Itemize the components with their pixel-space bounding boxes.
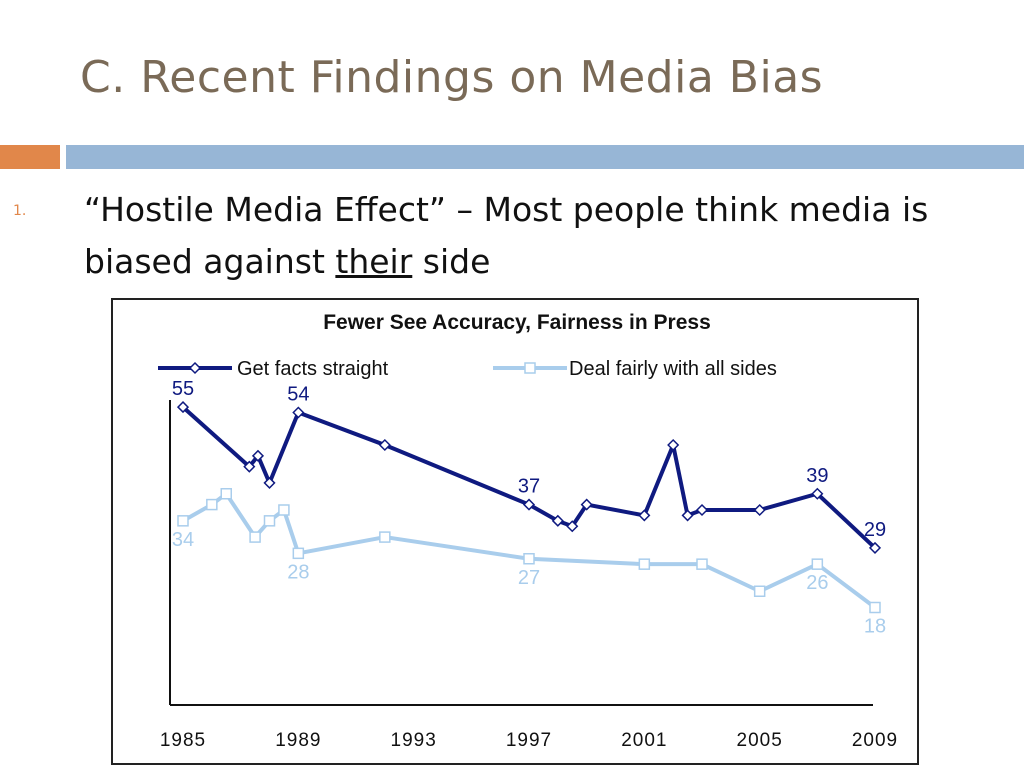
x-tick-label-1989: 1989 — [275, 730, 321, 751]
chart-title: Fewer See Accuracy, Fairness in Press — [323, 311, 711, 334]
bullet-text-part2: side — [412, 242, 491, 281]
bullet-text-emphasis: their — [335, 242, 413, 281]
legend-label-1: Deal fairly with all sides — [569, 358, 777, 380]
data-label-6: 28 — [287, 561, 309, 583]
series-1-point-5 — [278, 504, 290, 516]
series-line-1 — [182, 491, 877, 610]
x-tick-label-2005: 2005 — [737, 730, 783, 751]
series-0-point-0 — [176, 401, 190, 414]
series-0-point-4 — [292, 406, 305, 419]
data-label-3: 39 — [806, 465, 828, 487]
data-label-4: 29 — [864, 519, 886, 541]
series-1-point-13 — [869, 601, 881, 614]
series-1-point-3 — [249, 531, 261, 543]
series-0-point-2 — [251, 449, 265, 462]
chart-container: Fewer See Accuracy, Fairness in Press Ge… — [111, 298, 919, 765]
series-0-point-13 — [695, 503, 709, 517]
series-0-point-1 — [243, 460, 256, 473]
line-chart: Fewer See Accuracy, Fairness in Press Ge… — [158, 311, 898, 751]
bullet-number: 1. — [13, 203, 27, 219]
series-0-point-9 — [580, 498, 593, 511]
data-label-8: 26 — [806, 572, 828, 594]
series-1-point-9 — [638, 558, 651, 570]
series-1-point-8 — [523, 553, 535, 565]
legend-marker-1 — [524, 362, 536, 374]
data-label-2: 37 — [518, 476, 540, 498]
series-1-point-6 — [292, 547, 305, 560]
legend-label-0: Get facts straight — [237, 358, 389, 380]
series-0-point-3 — [263, 476, 276, 489]
data-label-7: 27 — [518, 567, 540, 589]
x-tick-label-2009: 2009 — [852, 730, 898, 751]
legend-marker-0 — [188, 361, 202, 375]
series-group — [176, 401, 882, 614]
series-0-point-6 — [522, 498, 536, 511]
series-1-point-1 — [206, 498, 218, 511]
data-label-5: 34 — [172, 529, 194, 551]
series-0-point-10 — [638, 509, 651, 522]
bullet-text: “Hostile Media Effect” – Most people thi… — [84, 184, 1014, 288]
series-1-point-7 — [379, 531, 391, 543]
accent-bar-blue — [66, 145, 1024, 169]
data-label-9: 18 — [864, 616, 886, 638]
series-1-point-11 — [753, 585, 766, 597]
series-0-point-12 — [681, 509, 694, 522]
series-0-point-5 — [378, 438, 391, 452]
x-tick-labels: 1985 1989 1993 1997 2001 2005 2009 — [160, 730, 898, 751]
chart-legend: Get facts straight Deal fairly with all s… — [158, 358, 777, 380]
series-1-point-10 — [696, 558, 708, 570]
series-1-point-12 — [811, 558, 824, 570]
x-tick-label-1985: 1985 — [160, 730, 206, 751]
bullet-text-part1: “Hostile Media Effect” – Most people thi… — [84, 190, 929, 281]
accent-bar-orange — [0, 145, 60, 169]
series-0-point-16 — [868, 541, 882, 554]
series-1-point-0 — [177, 515, 189, 527]
data-labels: 55 54 37 39 29 34 28 27 26 18 — [172, 378, 886, 637]
x-tick-label-1993: 1993 — [391, 730, 437, 751]
series-0-point-8 — [566, 520, 579, 533]
x-tick-label-2001: 2001 — [621, 730, 667, 751]
series-0-point-7 — [551, 514, 564, 527]
series-0-point-14 — [753, 503, 766, 517]
data-label-1: 54 — [287, 384, 309, 406]
series-1-point-2 — [220, 488, 232, 500]
series-0-point-15 — [811, 487, 824, 500]
series-0-point-11 — [667, 438, 680, 452]
slide-title: C. Recent Findings on Media Bias — [80, 52, 824, 103]
data-label-0: 55 — [172, 378, 194, 400]
series-1-point-4 — [263, 515, 276, 527]
x-tick-label-1997: 1997 — [506, 730, 552, 751]
